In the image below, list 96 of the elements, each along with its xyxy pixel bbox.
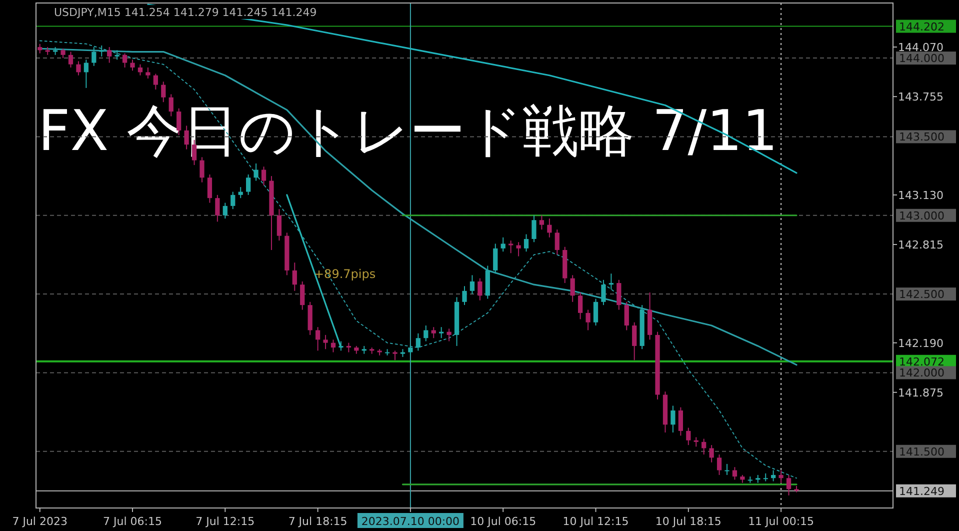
candlestick <box>670 405 676 433</box>
candlestick <box>709 444 714 463</box>
candlestick <box>230 191 236 210</box>
candlestick <box>446 328 452 342</box>
candlestick <box>254 162 258 182</box>
candlestick <box>276 208 282 242</box>
x-tick-label: 7 Jul 06:15 <box>103 515 162 528</box>
candlestick <box>716 454 722 476</box>
annotation: USDJPY,M15 141.254 141.279 141.245 141.249 <box>54 6 317 19</box>
candlestick <box>763 472 768 482</box>
candlestick <box>578 292 583 320</box>
ref-line-label: 141.500 <box>899 445 944 458</box>
x-tick-label: 2023.07.10 00:00 <box>361 515 460 528</box>
candlestick <box>601 279 606 306</box>
candlestick <box>724 463 730 476</box>
candlestick <box>539 214 544 230</box>
y-tick-label: 144.070 <box>898 41 944 54</box>
candlestick <box>508 240 514 254</box>
candlestick <box>130 59 135 72</box>
candlestick <box>292 262 297 292</box>
candlestick <box>524 234 529 252</box>
candlestick <box>462 286 467 306</box>
x-tick-label: 10 Jul 12:15 <box>562 515 629 528</box>
candlestick <box>392 350 398 361</box>
x-tick-label: 10 Jul 06:15 <box>470 515 536 528</box>
candlestick <box>778 470 784 484</box>
candlestick <box>593 298 598 326</box>
candlestick <box>586 309 590 331</box>
candlestick <box>431 326 436 339</box>
y-tick-label: 143.755 <box>898 90 944 104</box>
candlestick <box>161 81 166 103</box>
candlestick <box>300 280 305 310</box>
candlestick <box>516 242 521 257</box>
x-tick-label: 7 Jul 18:15 <box>288 515 348 528</box>
candlestick <box>330 339 336 353</box>
candlestick <box>261 166 266 186</box>
candlestick <box>702 438 706 456</box>
candlestick <box>146 67 150 80</box>
x-tick-label: 7 Jul 12:15 <box>196 515 255 528</box>
candlestick <box>38 43 42 54</box>
candlestick <box>207 174 212 204</box>
candlestick <box>632 322 637 361</box>
ref-line-label: 144.202 <box>899 20 944 34</box>
x-tick-label: 7 Jul 2023 <box>12 515 68 528</box>
ref-line-label: 141.249 <box>899 484 944 498</box>
candlestick <box>678 406 683 436</box>
candlestick <box>686 427 691 446</box>
candlestick <box>424 325 428 342</box>
y-tick-label: 142.815 <box>898 238 944 252</box>
candlestick <box>416 332 420 352</box>
candlestick <box>68 51 74 68</box>
ref-line-label: 142.000 <box>899 366 944 380</box>
candlestick <box>76 60 81 76</box>
ref-line-label: 142.072 <box>899 355 944 368</box>
candlestick <box>547 218 552 238</box>
candlestick <box>624 301 629 331</box>
ref-line-label: 143.000 <box>899 209 944 222</box>
candlestick <box>238 186 243 199</box>
ref-line-label: 143.500 <box>899 130 944 144</box>
candlestick <box>153 73 158 90</box>
candlestick <box>84 59 88 88</box>
candlestick <box>215 194 220 222</box>
candlestick <box>532 214 536 243</box>
candlestick <box>222 202 228 220</box>
candlestick <box>408 344 413 356</box>
ref-line-label: 144.000 <box>899 52 944 66</box>
ref-line-label: 142.500 <box>899 288 944 302</box>
candlestick <box>60 48 66 59</box>
candlestick <box>732 466 738 480</box>
candlestick <box>616 279 622 310</box>
candlestick <box>470 274 475 295</box>
candlestick <box>200 156 204 183</box>
candlestick <box>493 243 498 274</box>
candlestick <box>176 108 182 136</box>
y-tick-label: 142.190 <box>898 336 944 350</box>
candlestick <box>478 278 482 301</box>
candlestick <box>346 342 352 353</box>
candlestick <box>323 334 328 350</box>
candlestick <box>246 174 251 196</box>
candlestick <box>500 236 506 252</box>
candlestick <box>608 273 614 290</box>
candlestick <box>439 326 444 339</box>
candlestick <box>107 46 112 64</box>
candlestick <box>122 52 128 68</box>
x-tick-label: 11 Jul 00:15 <box>748 515 814 528</box>
candlestick <box>694 436 698 448</box>
candlestick <box>184 125 189 150</box>
candlestick <box>554 229 560 256</box>
line-series <box>39 40 797 479</box>
candlestick <box>138 64 143 76</box>
x-tick-label: 10 Jul 18:15 <box>655 515 722 528</box>
candlestick <box>570 274 575 302</box>
y-tick-label: 143.130 <box>898 188 944 202</box>
candlestick <box>315 326 320 352</box>
candlestick <box>786 474 792 496</box>
y-tick-label: 141.875 <box>898 386 944 400</box>
